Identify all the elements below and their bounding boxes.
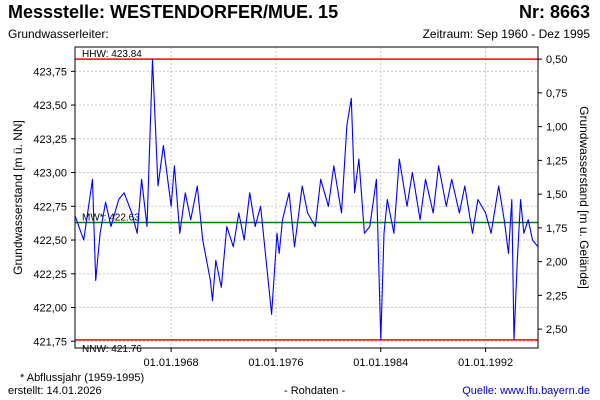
series-layer [74, 58, 539, 341]
footnote-hydrological-year: * Abflussjahr (1959-1995) [20, 372, 145, 384]
mean-line-label: MW*: 422.63 [82, 212, 140, 223]
y2-tick-label: 2,25 [546, 290, 567, 302]
y2-axis-title: Grundwasserstand [m u. Gelände] [577, 106, 591, 289]
period-label: Zeitraum: Sep 1960 - Dez 1995 [422, 27, 590, 41]
y2-tick-label: 2,50 [546, 324, 567, 336]
plot-frame [74, 46, 539, 349]
y-tick-label: 423,25 [33, 134, 67, 146]
y-tick-label: 423,50 [33, 100, 67, 112]
source-link[interactable]: Quelle: www.lfu.bayern.de [462, 385, 590, 397]
raw-data-label: - Rohdaten - [284, 385, 346, 397]
y-axis-title: Grundwasserstand [m ü. NN] [11, 120, 25, 275]
groundwater-series-line [74, 58, 539, 341]
y2-tick-label: 0,50 [546, 54, 567, 66]
grid [75, 47, 538, 348]
y2-tick-label: 1,75 [546, 223, 567, 235]
created-date: erstellt: 14.01.2026 [8, 385, 102, 397]
y-tick-label: 423,00 [33, 168, 67, 180]
y2-tick-label: 2,00 [546, 257, 567, 269]
hhw-line-label: HHW: 423.84 [82, 49, 142, 60]
y-tick-label: 422,00 [33, 303, 67, 315]
x-tick-label: 01.01.1968 [144, 357, 199, 369]
y-tick-label: 423,75 [33, 66, 67, 78]
y-tick-label: 422,25 [33, 269, 67, 281]
x-tick-label: 01.01.1976 [248, 357, 303, 369]
y2-tick-label: 1,50 [546, 189, 567, 201]
y-tick-label: 421,75 [33, 336, 67, 348]
y2-tick-label: 1,25 [546, 155, 567, 167]
y-tick-label: 422,50 [33, 235, 67, 247]
axes: 421,75 422,00 422,25 422,50 422,75 423,00 423,… [11, 46, 591, 369]
y-tick-label: 422,75 [33, 201, 67, 213]
x-tick-label: 01.01.1992 [458, 357, 513, 369]
nnw-line-label: NNW: 421.76 [82, 344, 142, 355]
station-number: Nr: 8663 [518, 2, 590, 22]
x-tick-label: 01.01.1984 [353, 357, 408, 369]
y2-tick-label: 0,75 [546, 88, 567, 100]
y2-tick-label: 1,00 [546, 122, 567, 134]
station-title: Messstelle: WESTENDORFER/MUE. 15 [8, 2, 339, 22]
aquifer-label: Grundwasserleiter: [8, 27, 109, 41]
